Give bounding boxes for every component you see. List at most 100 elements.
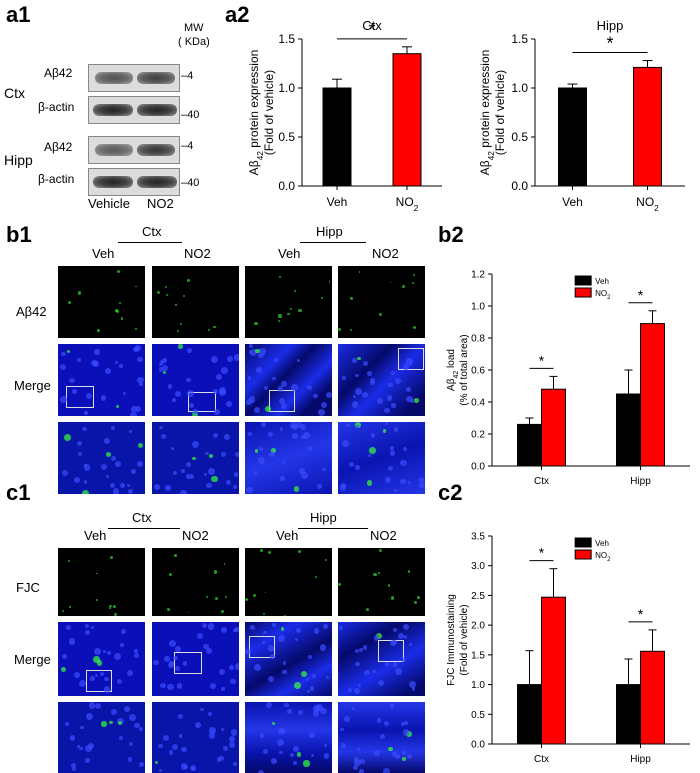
micrograph-speckle [165, 293, 169, 297]
y-label-rest: protein expression [478, 50, 492, 151]
y-tick-label: 1.0 [278, 81, 295, 95]
micrograph-speckle [270, 757, 277, 765]
micrograph-speckle [103, 438, 110, 445]
micrograph-speckle [174, 666, 180, 672]
y-label-abeta: Aβ [478, 160, 492, 175]
micrograph-speckle [185, 462, 192, 468]
micrograph-speckle [391, 403, 396, 408]
micrograph-speckle [309, 686, 315, 691]
micrograph-zoom [245, 702, 332, 773]
micrograph-speckle [249, 349, 257, 357]
micrograph-speckle [258, 446, 263, 451]
micrograph-speckle [359, 769, 365, 773]
panel-label-a2: a2 [225, 2, 250, 27]
micrograph-speckle [79, 680, 87, 688]
micrograph-speckle [228, 741, 236, 749]
micrograph-speckle [138, 762, 144, 768]
micrograph-speckle [392, 662, 397, 667]
micrograph-speckle [109, 607, 111, 610]
micrograph-speckle [176, 329, 180, 333]
micrograph-speckle [312, 709, 320, 717]
micrograph-speckle [351, 358, 357, 364]
micrograph-speckle [103, 686, 111, 693]
micrograph-speckle [412, 281, 415, 284]
micrograph-speckle [310, 754, 314, 758]
micrograph-speckle [84, 411, 88, 415]
protein-label-actin-hipp: β-actin [38, 172, 75, 186]
micrograph-speckle [78, 291, 82, 295]
micrograph-speckle [340, 482, 347, 489]
chart-a2-hipp: 0.0 0.5 1.0 1.5 Aβ42 protein expression(Fold… [478, 18, 685, 213]
micrograph-speckle [406, 358, 413, 365]
micrograph-speckle [60, 351, 66, 357]
micrograph-speckle [155, 760, 159, 765]
y-tick-label: 0.0 [471, 740, 485, 751]
micrograph-speckle [370, 380, 376, 386]
micrograph-speckle [393, 628, 398, 633]
micrograph-speckle [408, 481, 412, 485]
b1-cond-3: NO2 [372, 246, 399, 261]
micrograph-speckle [62, 653, 67, 659]
micrograph-speckle [279, 427, 283, 431]
micrograph-speckle [101, 463, 108, 470]
micrograph-speckle [116, 269, 120, 273]
micrograph-speckle [413, 600, 418, 604]
micrograph-speckle [216, 757, 222, 763]
micrograph-speckle [417, 596, 421, 599]
micrograph-merge [152, 344, 239, 416]
micrograph-speckle [122, 391, 126, 395]
micrograph-speckle [249, 344, 253, 348]
micrograph-speckle [277, 385, 284, 392]
micrograph-speckle [280, 402, 287, 410]
micrograph-speckle [113, 604, 117, 608]
micrograph-speckle [280, 476, 285, 482]
micrograph-speckle [408, 642, 413, 646]
y-axis-label: FJC Immunostaining (Fold of vehicle) [446, 594, 470, 686]
micrograph-speckle [412, 326, 417, 330]
micrograph-speckle [261, 422, 266, 428]
micrograph-speckle [402, 364, 409, 371]
y-label-abeta: Aβ [247, 160, 261, 175]
micrograph-speckle [137, 442, 144, 449]
micrograph-speckle [295, 627, 302, 634]
micrograph-speckle [387, 465, 393, 471]
micrograph-speckle [167, 683, 174, 691]
micrograph-speckle [203, 643, 209, 650]
micrograph-speckle [402, 757, 406, 761]
micrograph-speckle [338, 328, 341, 331]
micrograph-speckle [180, 322, 183, 326]
micrograph-speckle [84, 630, 90, 636]
y-tick-label: 1.0 [511, 81, 528, 95]
b1-row-label-merge: Merge [14, 378, 51, 393]
micrograph-speckle [208, 623, 215, 630]
micrograph-speckle [308, 446, 312, 450]
micrograph-speckle [339, 626, 344, 631]
micrograph-speckle [115, 404, 120, 409]
micrograph-speckle [357, 357, 361, 361]
micrograph-speckle [95, 598, 99, 602]
micrograph-speckle [100, 672, 105, 677]
micrograph-speckle [110, 483, 116, 488]
micrograph-speckle [395, 668, 402, 675]
y-axis-label: Aβ42 protein expression(Fold of vehicle) [478, 50, 507, 176]
micrograph-speckle [159, 682, 166, 689]
micrograph-speckle [85, 758, 91, 763]
b1-region-rule-ctx [118, 242, 182, 243]
micrograph-speckle [293, 485, 300, 492]
label-sub: 2 [607, 295, 611, 301]
micrograph-speckle [390, 596, 395, 600]
micrograph-speckle [383, 721, 389, 727]
micrograph-speckle [127, 756, 133, 762]
micrograph-speckle [169, 573, 173, 577]
micrograph-speckle [353, 687, 360, 694]
micrograph-speckle [298, 710, 304, 716]
micrograph-merge [58, 622, 145, 696]
micrograph-speckle [178, 344, 184, 349]
micrograph-speckle [278, 635, 285, 643]
micrograph-speckle [279, 750, 283, 755]
micrograph-speckle [355, 465, 360, 470]
blot-band [137, 72, 175, 84]
micrograph-speckle [291, 432, 299, 440]
micrograph-speckle [226, 401, 233, 408]
micrograph-speckle [404, 720, 409, 725]
